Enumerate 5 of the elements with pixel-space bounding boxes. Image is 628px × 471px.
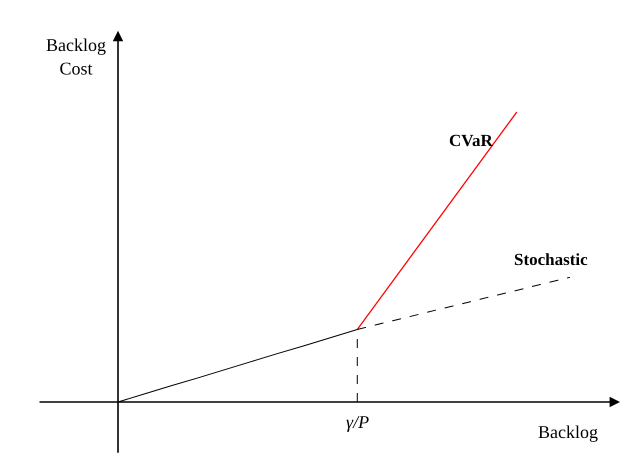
series-label: CVaR [449,131,494,150]
text: γ/P [346,412,370,432]
series-label: Stochastic [514,250,588,269]
y-axis-title: Backlog Cost [46,35,106,78]
x-axis-title: Backlog [538,422,598,442]
